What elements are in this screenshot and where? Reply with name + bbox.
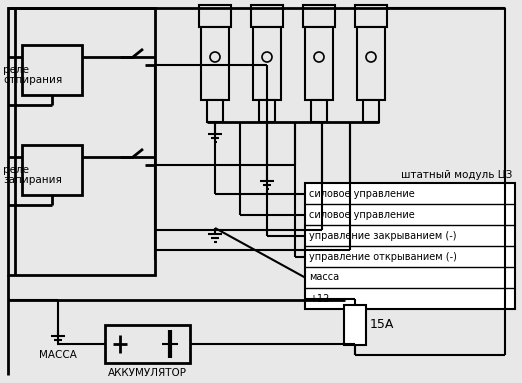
Bar — [311, 100, 327, 122]
Bar — [355, 5, 387, 27]
Text: штатный модуль ЦЗ: штатный модуль ЦЗ — [401, 170, 512, 180]
Bar — [253, 27, 281, 100]
Circle shape — [262, 52, 272, 62]
Bar — [199, 5, 231, 27]
Text: управление закрыванием (-): управление закрыванием (-) — [309, 231, 457, 241]
Text: 15А: 15А — [370, 319, 395, 332]
Bar — [207, 100, 223, 122]
Bar — [357, 27, 385, 100]
Text: управление открыванием (-): управление открыванием (-) — [309, 252, 457, 262]
Bar — [344, 305, 366, 345]
Text: +12: +12 — [309, 293, 329, 303]
Bar — [22, 145, 82, 195]
Text: масса: масса — [309, 272, 339, 283]
Bar — [259, 100, 275, 122]
Circle shape — [210, 52, 220, 62]
Bar — [305, 183, 515, 309]
Bar — [305, 27, 333, 100]
Text: АККУМУЛЯТОР: АККУМУЛЯТОР — [108, 368, 187, 378]
Bar — [22, 45, 82, 95]
Text: запирания: запирания — [3, 175, 62, 185]
Bar — [8, 8, 155, 275]
Bar — [303, 5, 335, 27]
Text: реле: реле — [3, 165, 29, 175]
Text: МАССА: МАССА — [39, 350, 77, 360]
Text: реле: реле — [3, 65, 29, 75]
Text: силовое управление: силовое управление — [309, 188, 415, 198]
Text: силовое управление: силовое управление — [309, 210, 415, 219]
Bar — [363, 100, 379, 122]
Text: отпирания: отпирания — [3, 75, 62, 85]
Circle shape — [366, 52, 376, 62]
Bar — [105, 325, 190, 363]
Circle shape — [314, 52, 324, 62]
Bar — [201, 27, 229, 100]
Bar — [251, 5, 283, 27]
